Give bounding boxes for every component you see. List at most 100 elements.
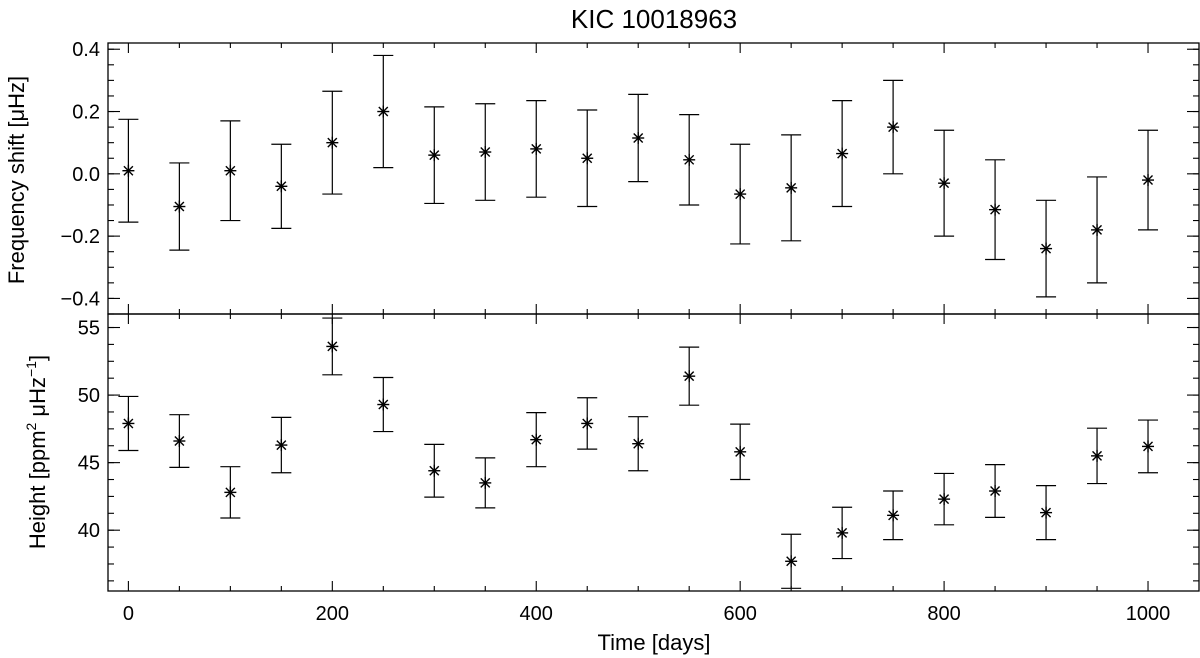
height-data-point [883, 490, 904, 541]
freq-marker [531, 143, 542, 154]
x-tick-label: 800 [927, 603, 960, 625]
height-marker [1041, 507, 1052, 518]
bottom-panel-points [118, 317, 1159, 589]
freq-marker [174, 201, 185, 212]
freq-marker [582, 153, 593, 164]
freq-y-tick-label: 0.0 [72, 164, 100, 186]
height-marker [633, 438, 644, 449]
freq-data-point [322, 90, 343, 195]
freq-data-point [883, 79, 904, 175]
x-axis-ticks: 0 200 400 600 800 1000 [123, 43, 1170, 625]
freq-data-point [577, 109, 598, 208]
height-y-tick-label: 40 [78, 520, 100, 542]
freq-marker [990, 204, 1001, 215]
height-marker [582, 418, 593, 429]
freq-data-point [730, 143, 751, 245]
freq-marker [378, 106, 389, 117]
freq-data-point [934, 129, 955, 237]
freq-marker [225, 165, 236, 176]
height-marker [480, 477, 491, 488]
freq-marker [837, 148, 848, 159]
height-data-point [577, 397, 598, 450]
freq-data-point [220, 120, 241, 222]
height-data-point [1138, 419, 1159, 474]
freq-marker [429, 150, 440, 161]
freq-marker [633, 133, 644, 144]
height-data-point [832, 506, 853, 560]
freq-data-point [424, 106, 445, 205]
height-data-point [628, 416, 649, 472]
freq-data-point [679, 114, 700, 206]
freq-marker [123, 165, 134, 176]
freq-data-point [985, 159, 1006, 261]
height-y-tick-label: 55 [78, 318, 100, 340]
height-marker [786, 556, 797, 567]
height-ylabel-end: ] [25, 355, 50, 361]
height-data-point [322, 317, 343, 376]
height-data-point [934, 472, 955, 526]
height-ylabel-mid: μHz [25, 377, 50, 423]
freq-data-point [271, 143, 292, 229]
freq-y-tick-label: −0.4 [61, 288, 100, 310]
freq-marker [888, 122, 899, 133]
freq-marker [1092, 224, 1103, 235]
height-ylabel: Height [ppm2 μHz−1] [23, 355, 50, 549]
freq-y-tick-label: 0.2 [72, 102, 100, 124]
height-data-point [679, 346, 700, 406]
height-marker [174, 436, 185, 447]
freq-data-point [1087, 176, 1108, 284]
freq-data-point [169, 162, 190, 251]
chart-title: KIC 10018963 [571, 4, 737, 34]
height-data-point [271, 416, 292, 474]
height-marker [327, 341, 338, 352]
height-marker [276, 440, 287, 451]
height-data-point [1087, 427, 1108, 485]
height-marker [684, 371, 695, 382]
height-ylabel-sup1: 2 [23, 422, 39, 430]
height-data-point [373, 376, 394, 433]
height-data-point [526, 412, 547, 468]
frequency-shift-ylabel: Frequency shift [μHz] [4, 76, 29, 284]
height-data-point [1036, 485, 1057, 541]
height-panel: 40 45 50 55 Height [ppm2 μHz−1] [23, 313, 1200, 592]
freq-data-point [781, 134, 802, 242]
freq-data-point [526, 100, 547, 198]
height-data-point [475, 457, 496, 509]
x-tick-label: 400 [520, 603, 553, 625]
height-marker [378, 399, 389, 410]
height-ylabel-main: Height [ppm [25, 430, 50, 549]
height-marker [225, 487, 236, 498]
bottom-panel-ticks: 40 45 50 55 [78, 318, 1199, 582]
bottom-panel-frame [107, 313, 1200, 592]
freq-marker [684, 154, 695, 165]
freq-marker [1143, 175, 1154, 186]
x-tick-label: 600 [723, 603, 756, 625]
height-marker [939, 494, 950, 505]
freq-marker [276, 181, 287, 192]
height-marker [888, 510, 899, 521]
freq-data-point [628, 93, 649, 183]
height-marker [429, 465, 440, 476]
freq-data-point [475, 103, 496, 201]
height-marker [1143, 441, 1154, 452]
x-tick-label: 0 [123, 603, 134, 625]
freq-marker [1041, 243, 1052, 254]
height-marker [123, 418, 134, 429]
x-tick-label: 200 [316, 603, 349, 625]
height-data-point [781, 533, 802, 589]
freq-y-tick-label: 0.4 [72, 39, 100, 61]
top-panel-ticks: −0.4 −0.2 0.0 0.2 0.4 [61, 39, 1199, 315]
height-data-point [220, 466, 241, 519]
height-data-point [118, 395, 139, 452]
height-marker [837, 527, 848, 538]
height-data-point [424, 443, 445, 498]
freq-data-point [373, 54, 394, 169]
freq-marker [480, 147, 491, 158]
freq-marker [735, 189, 746, 200]
freq-data-point [832, 100, 853, 208]
top-panel-points [118, 54, 1159, 298]
height-data-point [730, 423, 751, 481]
height-data-point [169, 414, 190, 468]
freq-y-tick-label: −0.2 [61, 226, 100, 248]
